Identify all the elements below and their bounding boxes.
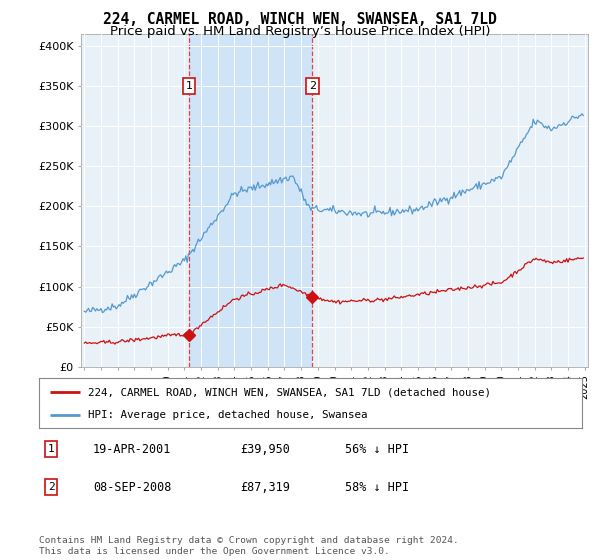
Text: 56% ↓ HPI: 56% ↓ HPI — [345, 442, 409, 456]
Text: £87,319: £87,319 — [240, 480, 290, 494]
Text: Price paid vs. HM Land Registry’s House Price Index (HPI): Price paid vs. HM Land Registry’s House … — [110, 25, 490, 38]
Text: Contains HM Land Registry data © Crown copyright and database right 2024.
This d: Contains HM Land Registry data © Crown c… — [39, 536, 459, 556]
Text: 19-APR-2001: 19-APR-2001 — [93, 442, 172, 456]
Text: 224, CARMEL ROAD, WINCH WEN, SWANSEA, SA1 7LD: 224, CARMEL ROAD, WINCH WEN, SWANSEA, SA… — [103, 12, 497, 27]
Text: £39,950: £39,950 — [240, 442, 290, 456]
Text: HPI: Average price, detached house, Swansea: HPI: Average price, detached house, Swan… — [88, 410, 367, 420]
Text: 2: 2 — [47, 482, 55, 492]
Text: 2: 2 — [309, 81, 316, 91]
Text: 1: 1 — [47, 444, 55, 454]
Text: 224, CARMEL ROAD, WINCH WEN, SWANSEA, SA1 7LD (detached house): 224, CARMEL ROAD, WINCH WEN, SWANSEA, SA… — [88, 387, 491, 397]
Text: 58% ↓ HPI: 58% ↓ HPI — [345, 480, 409, 494]
Text: 1: 1 — [185, 81, 193, 91]
Text: 08-SEP-2008: 08-SEP-2008 — [93, 480, 172, 494]
Bar — [189, 34, 313, 367]
